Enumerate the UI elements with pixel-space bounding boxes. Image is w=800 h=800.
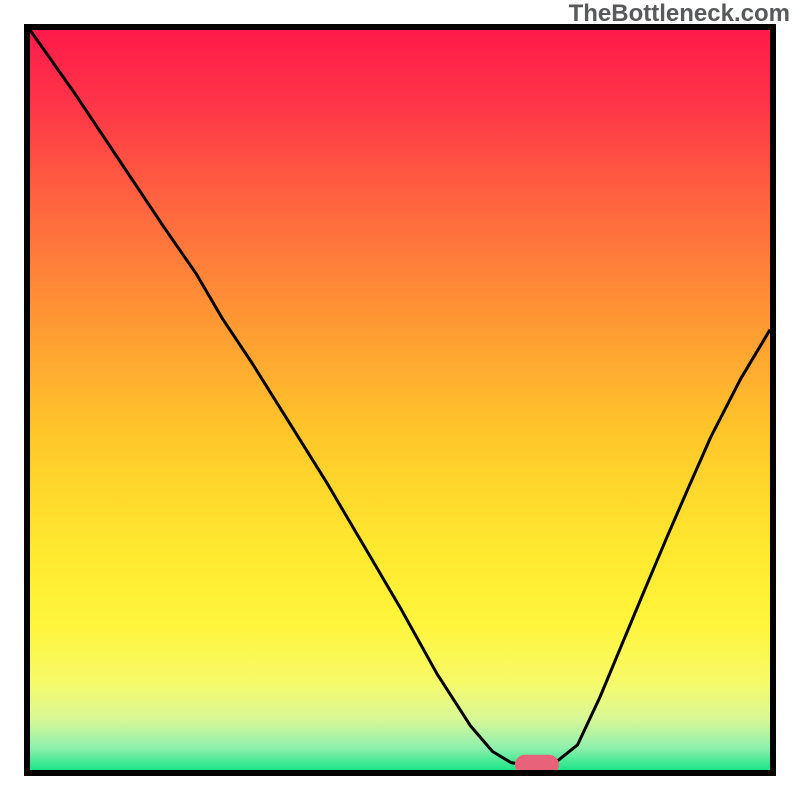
- watermark-text: TheBottleneck.com: [569, 0, 790, 28]
- plot-background: [30, 30, 770, 770]
- chart-container: TheBottleneck.com: [0, 0, 800, 800]
- chart-svg: [0, 0, 800, 800]
